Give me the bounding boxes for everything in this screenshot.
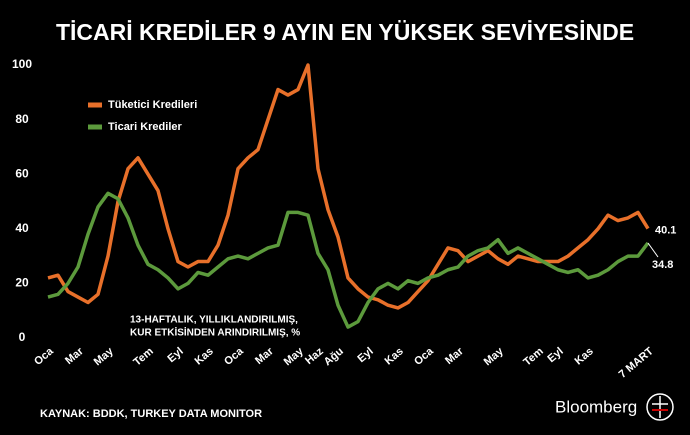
line-series <box>47 63 650 310</box>
y-tick-label: 0 <box>19 330 26 344</box>
line-series <box>47 191 650 329</box>
y-tick-label: 40 <box>15 221 29 235</box>
y-tick-label: 60 <box>15 166 29 180</box>
label-leader <box>647 242 659 258</box>
annotation: 13-HAFTALIK, YILLIKLANDIRILMIŞ, <box>130 315 298 326</box>
legend-label: Ticari Krediler <box>108 121 182 133</box>
annotation: KUR ETKİSİNDEN ARINDIRILMIŞ, % <box>130 326 300 339</box>
end-label: 34.8 <box>652 259 673 271</box>
legend-label: Tüketici Kredileri <box>108 99 197 111</box>
y-tick-label: 20 <box>15 276 29 290</box>
end-label: 40.1 <box>655 224 676 236</box>
source: KAYNAK: BDDK, TURKEY DATA MONITOR <box>40 408 262 420</box>
brand: Bloomberg <box>555 397 637 416</box>
logo <box>646 393 674 421</box>
y-tick-label: 100 <box>12 57 32 71</box>
chart-title: TİCARİ KREDİLER 9 AYIN EN YÜKSEK SEVİYES… <box>56 19 634 45</box>
y-tick-label: 80 <box>15 112 29 126</box>
